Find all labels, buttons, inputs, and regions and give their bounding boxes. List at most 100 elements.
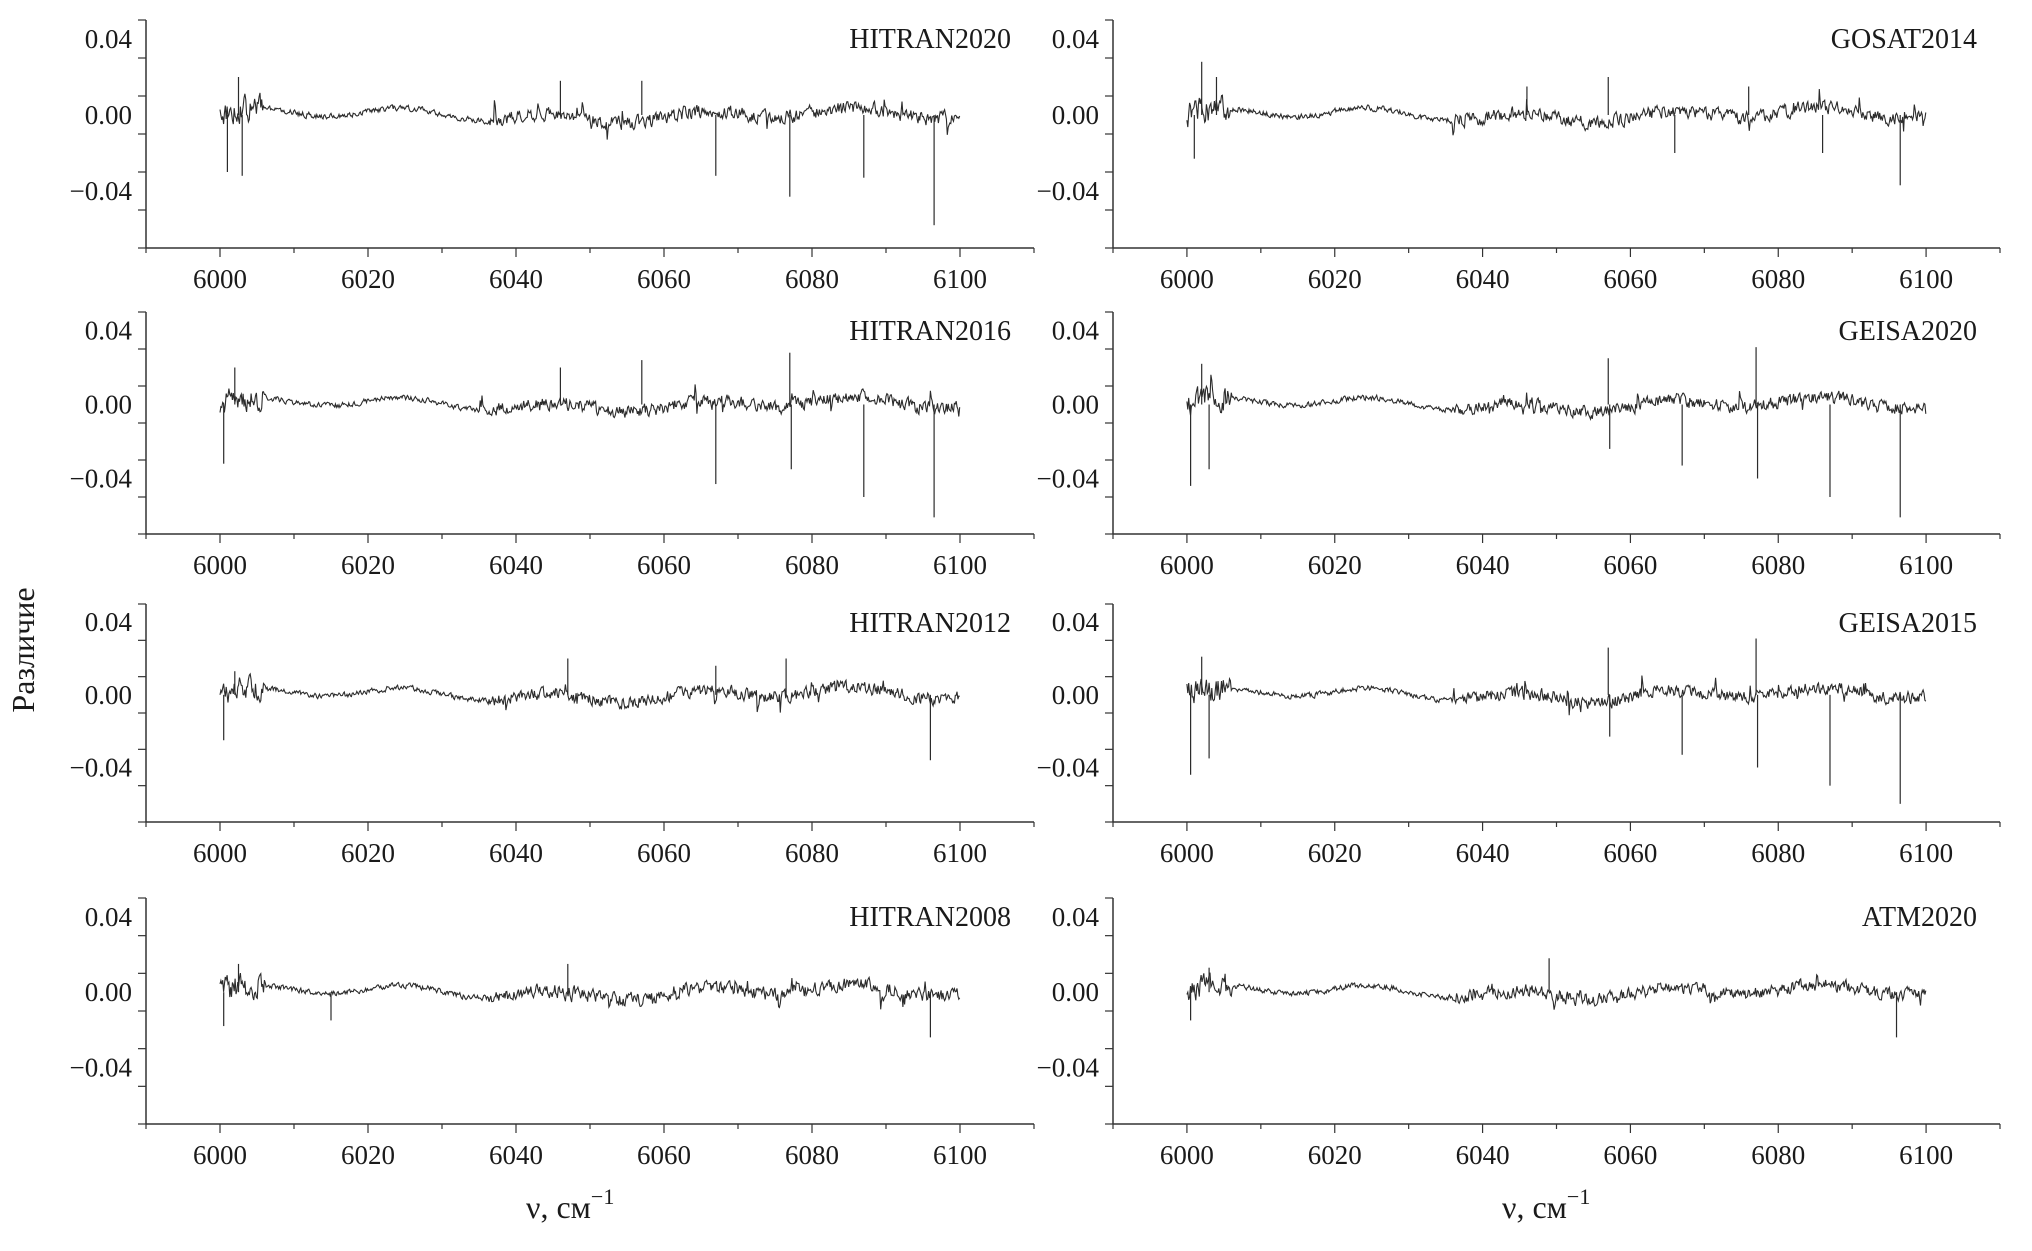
y-tick-label: 0.04: [1052, 316, 1100, 346]
panel-label: HITRAN2016: [849, 316, 1011, 347]
y-tick-label: −0.04: [70, 464, 133, 494]
y-tick-label: −0.04: [1037, 464, 1100, 494]
panel-hitran2020: 0.04 0.00 −0.04 6000 6020 6040 6060 6080 6100 HIT…: [70, 19, 1035, 294]
y-tick-label: −0.04: [70, 1053, 133, 1083]
x-tick-label: 6100: [1899, 838, 1953, 868]
y-tick-label: 0.04: [85, 902, 133, 932]
spikes: [1193, 61, 1901, 186]
spikes: [1190, 347, 1901, 518]
x-tick-label: 6000: [193, 550, 247, 580]
x-tick-label: 6100: [1899, 264, 1953, 294]
x-tick-label: 6080: [785, 1140, 839, 1170]
x-ticks: 6000 6020 6040 6060 6080 6100: [145, 1124, 1035, 1170]
x-tick-label: 6040: [489, 550, 543, 580]
x-tick-label: 6000: [193, 1140, 247, 1170]
x-ticks: 6000 6020 6040 6060 6080 6100: [145, 248, 1035, 294]
y-tick-label: −0.04: [1037, 1053, 1100, 1083]
panel-label: HITRAN2012: [849, 608, 1011, 639]
x-tick-label: 6040: [1456, 550, 1510, 580]
series-line: [1186, 88, 1927, 136]
x-tick-label: 6040: [489, 838, 543, 868]
x-tick-label: 6100: [1899, 550, 1953, 580]
panel-geisa2020: 0.04 0.00 −0.04 6000 6020 6040 6060 6080 6100 GEI…: [1037, 311, 2001, 580]
y-ticks: 0.04 0.00 −0.04: [70, 311, 146, 535]
x-tick-label: 6040: [489, 264, 543, 294]
x-tick-label: 6080: [785, 838, 839, 868]
x-tick-label: 6080: [785, 550, 839, 580]
x-axis-title-left-sup: −1: [591, 1184, 614, 1209]
x-tick-label: 6040: [489, 1140, 543, 1170]
y-ticks: 0.04 0.00 −0.04: [70, 603, 146, 823]
x-tick-label: 6000: [1160, 838, 1214, 868]
panels: 0.04 0.00 −0.04 6000 6020 6040 6060 6080 6100 HIT…: [70, 19, 2001, 1170]
x-tick-label: 6100: [933, 838, 987, 868]
panel-label: ATM2020: [1862, 902, 1977, 933]
x-tick-label: 6000: [193, 264, 247, 294]
x-tick-label: 6000: [193, 838, 247, 868]
x-tick-label: 6020: [1308, 264, 1362, 294]
panel-label: GEISA2020: [1839, 316, 1977, 347]
x-axis-title-right-sup: −1: [1567, 1184, 1590, 1209]
spikes: [226, 77, 935, 226]
x-ticks: 6000 6020 6040 6060 6080 6100: [1112, 534, 2001, 580]
x-tick-label: 6020: [341, 1140, 395, 1170]
panel-label: GEISA2015: [1839, 608, 1977, 639]
y-ticks: 0.04 0.00 −0.04: [70, 19, 146, 249]
y-tick-label: 0.00: [1052, 977, 1099, 1007]
x-tick-label: 6100: [933, 1140, 987, 1170]
x-axis-title-left-text: ν, см: [526, 1189, 591, 1225]
series-line: [1186, 675, 1927, 716]
y-tick-label: −0.04: [70, 753, 133, 783]
x-ticks: 6000 6020 6040 6060 6080 6100: [145, 534, 1035, 580]
panel-hitran2008: 0.04 0.00 −0.04 6000 6020 6040 6060 6080 6100 HIT…: [70, 897, 1035, 1170]
y-tick-label: 0.04: [85, 316, 133, 346]
panel-label: HITRAN2020: [849, 24, 1011, 55]
x-tick-label: 6040: [1456, 1140, 1510, 1170]
x-ticks: 6000 6020 6040 6060 6080 6100: [1112, 822, 2001, 868]
spikes: [1190, 638, 1901, 804]
x-tick-label: 6020: [341, 550, 395, 580]
series-line: [219, 972, 961, 1010]
x-ticks: 6000 6020 6040 6060 6080 6100: [1112, 248, 2001, 294]
y-ticks: 0.04 0.00 −0.04: [1037, 311, 1113, 535]
x-tick-label: 6060: [637, 264, 691, 294]
panel-atm2020: 0.04 0.00 −0.04 6000 6020 6040 6060 6080 6100 ATM…: [1037, 897, 2001, 1170]
x-tick-label: 6020: [1308, 550, 1362, 580]
x-tick-label: 6080: [1751, 1140, 1805, 1170]
x-tick-label: 6060: [637, 838, 691, 868]
y-tick-label: 0.04: [1052, 607, 1100, 637]
x-axis-title-left: ν, см−1: [526, 1184, 614, 1225]
spikes: [223, 658, 932, 761]
y-tick-label: 0.04: [85, 24, 133, 54]
y-axis-title: Различие: [5, 587, 41, 712]
y-tick-label: −0.04: [1037, 176, 1100, 206]
y-tick-label: 0.00: [85, 680, 132, 710]
x-tick-label: 6000: [1160, 1140, 1214, 1170]
panel-hitran2016: 0.04 0.00 −0.04 6000 6020 6040 6060 6080 6100 HIT…: [70, 311, 1035, 580]
y-tick-label: 0.00: [85, 100, 132, 130]
y-tick-label: −0.04: [1037, 753, 1100, 783]
y-ticks: 0.04 0.00 −0.04: [1037, 19, 1113, 249]
series-line: [219, 92, 961, 140]
y-tick-label: 0.00: [1052, 390, 1099, 420]
y-ticks: 0.04 0.00 −0.04: [1037, 603, 1113, 823]
y-ticks: 0.04 0.00 −0.04: [70, 897, 146, 1125]
x-tick-label: 6060: [637, 550, 691, 580]
x-tick-label: 6040: [1456, 838, 1510, 868]
x-tick-label: 6020: [1308, 1140, 1362, 1170]
series-line: [219, 384, 961, 419]
panel-geisa2015: 0.04 0.00 −0.04 6000 6020 6040 6060 6080 6100 GEI…: [1037, 603, 2001, 868]
x-tick-label: 6000: [1160, 550, 1214, 580]
y-tick-label: 0.04: [1052, 24, 1100, 54]
spikes: [1190, 958, 1898, 1038]
series-line: [1186, 374, 1927, 421]
x-tick-label: 6080: [1751, 264, 1805, 294]
panel-label: GOSAT2014: [1831, 24, 1977, 55]
series-line: [1186, 972, 1927, 1010]
panel-label: HITRAN2008: [849, 902, 1011, 933]
x-tick-label: 6060: [1603, 1140, 1657, 1170]
y-ticks: 0.04 0.00 −0.04: [1037, 897, 1113, 1125]
y-tick-label: 0.00: [1052, 100, 1099, 130]
x-tick-label: 6040: [1456, 264, 1510, 294]
